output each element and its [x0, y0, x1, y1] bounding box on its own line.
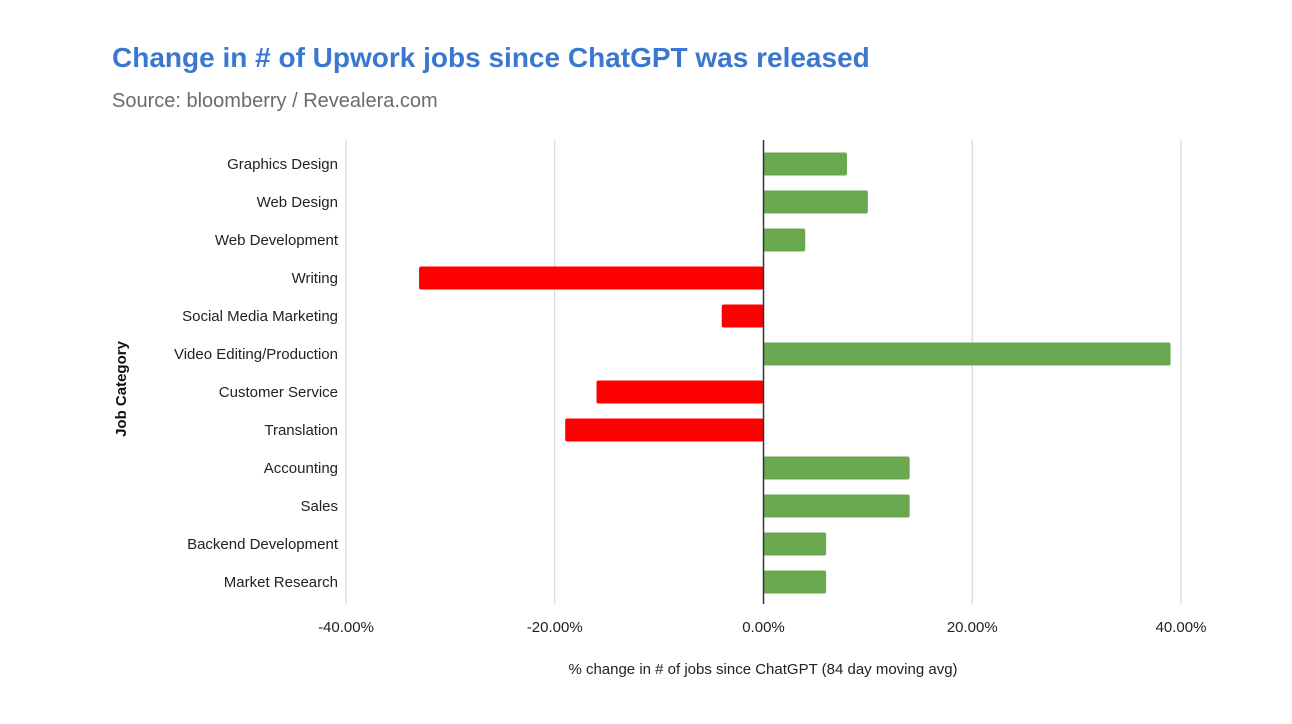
bar-accounting: [763, 456, 910, 480]
bar-backend-development: [763, 532, 827, 556]
bar-customer-service: [596, 380, 764, 404]
bar-market-research: [763, 570, 827, 594]
category-label: Video Editing/Production: [174, 346, 338, 363]
bar-graphics-design: [763, 152, 847, 176]
category-label: Web Design: [257, 194, 338, 211]
category-label: Web Development: [215, 232, 339, 249]
x-tick-label: 0.00%: [742, 619, 785, 636]
category-label: Translation: [264, 422, 338, 439]
x-tick-label: -40.00%: [318, 619, 374, 636]
gridlines: [345, 140, 1182, 604]
category-label: Market Research: [224, 574, 338, 591]
bar-web-development: [763, 228, 806, 252]
bar-translation: [565, 418, 764, 442]
bar-writing: [419, 266, 764, 290]
bar-web-design: [763, 190, 868, 214]
x-tick-label: -20.00%: [527, 619, 583, 636]
y-axis-title: Job Category: [113, 340, 130, 437]
category-label: Graphics Design: [227, 156, 338, 173]
bar-video-editing-production: [763, 342, 1171, 366]
x-tick-labels: -40.00% -20.00% 0.00% 20.00% 40.00%: [318, 619, 1206, 636]
bar-social-media-marketing: [721, 304, 764, 328]
x-axis-title: % change in # of jobs since ChatGPT (84 …: [568, 661, 957, 678]
x-tick-label: 40.00%: [1156, 619, 1207, 636]
chart-subtitle: Source: bloomberry / Revealera.com: [112, 90, 438, 112]
category-label: Writing: [292, 270, 338, 287]
category-label: Backend Development: [187, 536, 339, 553]
category-label: Sales: [300, 498, 338, 515]
category-label: Accounting: [264, 460, 338, 477]
category-label: Social Media Marketing: [182, 308, 338, 325]
bars: [419, 152, 1171, 594]
x-tick-label: 20.00%: [947, 619, 998, 636]
category-label: Customer Service: [219, 384, 338, 401]
chart-title: Change in # of Upwork jobs since ChatGPT…: [112, 42, 870, 73]
bar-sales: [763, 494, 910, 518]
category-labels: Graphics Design Web Design Web Development…: [174, 156, 339, 591]
